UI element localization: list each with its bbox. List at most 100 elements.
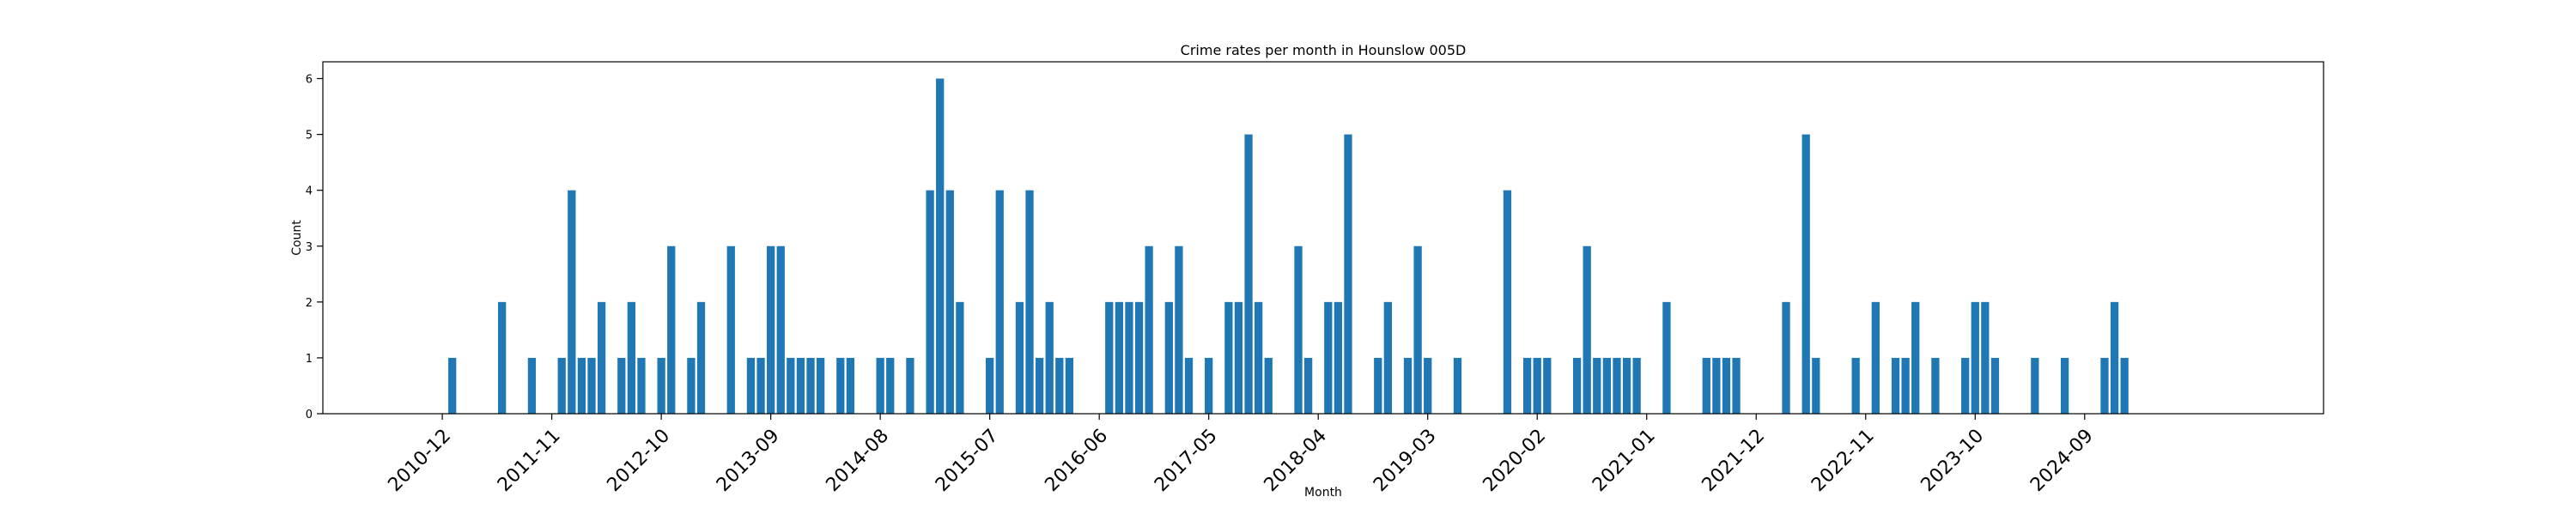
bar-2012-07 [627, 301, 635, 414]
bar-2023-12 [1990, 357, 2000, 414]
bar-2013-02 [696, 301, 706, 414]
bar-2021-07 [1702, 357, 1710, 414]
bar-2017-08 [1234, 301, 1243, 414]
bar-2016-10 [1134, 301, 1144, 414]
bar-2016-07 [1105, 301, 1114, 414]
x-tick-label: 2021-12 [1698, 425, 1770, 496]
bar-2022-10 [1851, 357, 1860, 414]
bar-2020-10 [1613, 357, 1621, 414]
y-tick-label: 0 [306, 409, 313, 421]
bar-2023-03 [1901, 357, 1910, 414]
y-tick-label: 1 [306, 353, 313, 366]
bar-2011-06 [498, 301, 507, 414]
bar-2023-11 [1981, 301, 1990, 414]
bar-2016-02 [1055, 357, 1064, 414]
bar-2020-09 [1602, 357, 1612, 414]
x-tick-label: 2020-02 [1479, 425, 1551, 496]
bar-2020-03 [1543, 357, 1552, 414]
bar-2014-09 [886, 357, 895, 414]
bar-2022-03 [1782, 301, 1790, 414]
bar-2012-11 [667, 245, 676, 414]
x-tick-label: 2022-11 [1807, 425, 1879, 496]
bar-2017-11 [1264, 357, 1273, 414]
bar-2016-08 [1115, 301, 1123, 414]
bar-2024-07 [2060, 357, 2069, 414]
bar-2014-02 [816, 357, 825, 414]
bar-2018-11 [1383, 301, 1392, 414]
bar-2013-08 [756, 357, 765, 414]
bar-2020-06 [1572, 357, 1582, 414]
bar-2020-07 [1583, 245, 1591, 414]
x-tick-label: 2017-05 [1151, 425, 1222, 496]
bar-2020-08 [1593, 357, 1601, 414]
bar-2013-07 [746, 357, 756, 414]
bar-2015-02 [936, 78, 945, 415]
y-tick-label: 6 [306, 74, 313, 87]
bar-2015-01 [926, 190, 934, 414]
x-tick-label: 2012-10 [603, 425, 674, 496]
bars [448, 78, 2129, 415]
x-tick-label: 2015-07 [932, 425, 1003, 496]
bar-2024-11 [2100, 357, 2109, 414]
x-tick-label: 2019-03 [1370, 425, 1441, 496]
bar-2011-01 [448, 357, 457, 414]
bar-2023-09 [1961, 357, 1970, 414]
bar-2014-08 [876, 357, 884, 414]
bar-2019-11 [1503, 190, 1512, 414]
bar-2018-02 [1294, 245, 1303, 414]
bar-2011-09 [527, 357, 537, 414]
bar-2014-11 [906, 357, 914, 414]
bar-2021-10 [1732, 357, 1741, 414]
bar-2014-04 [836, 357, 845, 414]
y-tick-label: 2 [306, 297, 313, 310]
bar-2017-05 [1205, 357, 1213, 414]
x-tick-label: 2023-10 [1917, 425, 1989, 496]
bar-2023-02 [1891, 357, 1900, 414]
bar-2020-01 [1523, 357, 1532, 414]
x-axis-label: Month [1304, 486, 1342, 500]
bar-2015-04 [956, 301, 964, 414]
bar-2011-12 [557, 357, 566, 414]
x-tick-label: 2014-08 [822, 425, 893, 496]
bar-2013-11 [787, 357, 795, 414]
bar-2017-01 [1164, 301, 1173, 414]
bar-2021-08 [1712, 357, 1721, 414]
x-tick-label: 2016-06 [1041, 425, 1112, 496]
bar-2018-05 [1324, 301, 1333, 414]
bar-2017-02 [1175, 245, 1183, 414]
y-axis: 0 1 2 3 4 5 6 [306, 74, 323, 421]
bar-2022-12 [1871, 301, 1880, 414]
x-axis: 2010-12 2011-11 2012-10 2013-09 2014-08 2015-… [384, 414, 2098, 496]
bar-2013-05 [726, 245, 735, 414]
bar-2017-03 [1184, 357, 1194, 414]
bar-2018-06 [1334, 301, 1343, 414]
bar-2024-12 [2110, 301, 2119, 414]
x-tick-label: 2021-01 [1589, 425, 1660, 496]
bar-2022-05 [1801, 134, 1810, 414]
bar-2024-04 [2031, 357, 2039, 414]
bar-2012-02 [577, 357, 586, 414]
bar-2019-02 [1413, 245, 1422, 414]
bar-2015-08 [995, 190, 1004, 414]
plot-frame [322, 61, 2324, 415]
bar-2015-11 [1025, 190, 1034, 414]
bar-2017-09 [1244, 134, 1253, 414]
bar-2012-01 [568, 190, 576, 414]
bar-2012-08 [637, 357, 646, 414]
bar-2015-07 [986, 357, 994, 414]
bar-2012-04 [597, 301, 606, 414]
x-tick-label: 2010-12 [384, 425, 455, 496]
bar-2013-09 [767, 245, 775, 414]
bar-2015-10 [1015, 301, 1024, 414]
y-tick-label: 5 [306, 130, 313, 142]
x-tick-label: 2024-09 [2026, 425, 2098, 496]
y-tick-label: 3 [306, 241, 313, 254]
bar-2025-01 [2120, 357, 2129, 414]
bar-2016-03 [1065, 357, 1074, 414]
bar-2021-09 [1722, 357, 1731, 414]
bar-2012-03 [587, 357, 596, 414]
bar-2018-07 [1344, 134, 1352, 414]
bar-2017-10 [1255, 301, 1263, 414]
bar-2016-09 [1125, 301, 1133, 414]
